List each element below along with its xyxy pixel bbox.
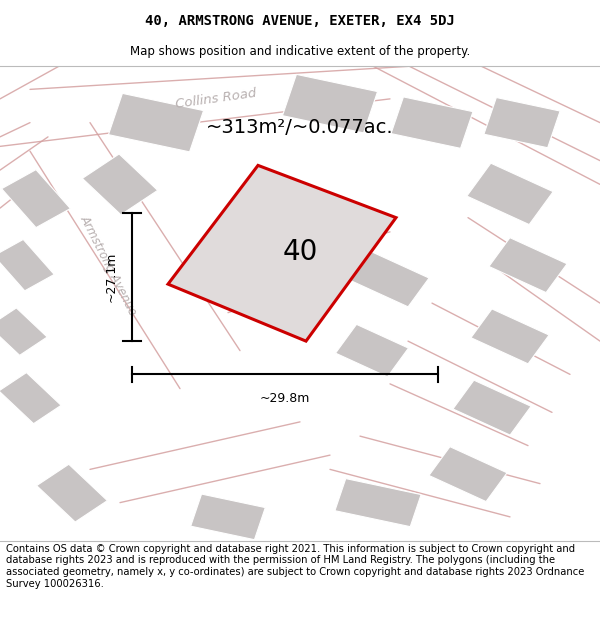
Text: ~27.1m: ~27.1m [104,252,118,302]
Polygon shape [0,308,47,356]
Polygon shape [335,479,421,527]
Text: Contains OS data © Crown copyright and database right 2021. This information is : Contains OS data © Crown copyright and d… [6,544,584,589]
Polygon shape [335,324,409,377]
Polygon shape [484,98,560,148]
Text: 40, ARMSTRONG AVENUE, EXETER, EX4 5DJ: 40, ARMSTRONG AVENUE, EXETER, EX4 5DJ [145,14,455,28]
Text: Collins Road: Collins Road [175,87,257,111]
Polygon shape [109,93,203,152]
Polygon shape [453,380,531,435]
Polygon shape [0,239,54,291]
Polygon shape [489,238,567,292]
Polygon shape [283,74,377,133]
Text: Armstrong Avenue: Armstrong Avenue [77,213,139,318]
Text: Map shows position and indicative extent of the property.: Map shows position and indicative extent… [130,46,470,58]
Polygon shape [391,97,473,148]
Polygon shape [2,169,70,228]
Polygon shape [467,163,553,224]
Text: ~29.8m: ~29.8m [260,392,310,404]
Polygon shape [82,154,158,215]
Polygon shape [168,166,396,341]
Polygon shape [191,494,265,540]
Text: ~313m²/~0.077ac.: ~313m²/~0.077ac. [206,118,394,137]
Polygon shape [37,464,107,522]
Polygon shape [0,372,61,424]
Text: 40: 40 [283,238,317,266]
Polygon shape [471,309,549,364]
Polygon shape [429,447,507,502]
Polygon shape [351,252,429,307]
